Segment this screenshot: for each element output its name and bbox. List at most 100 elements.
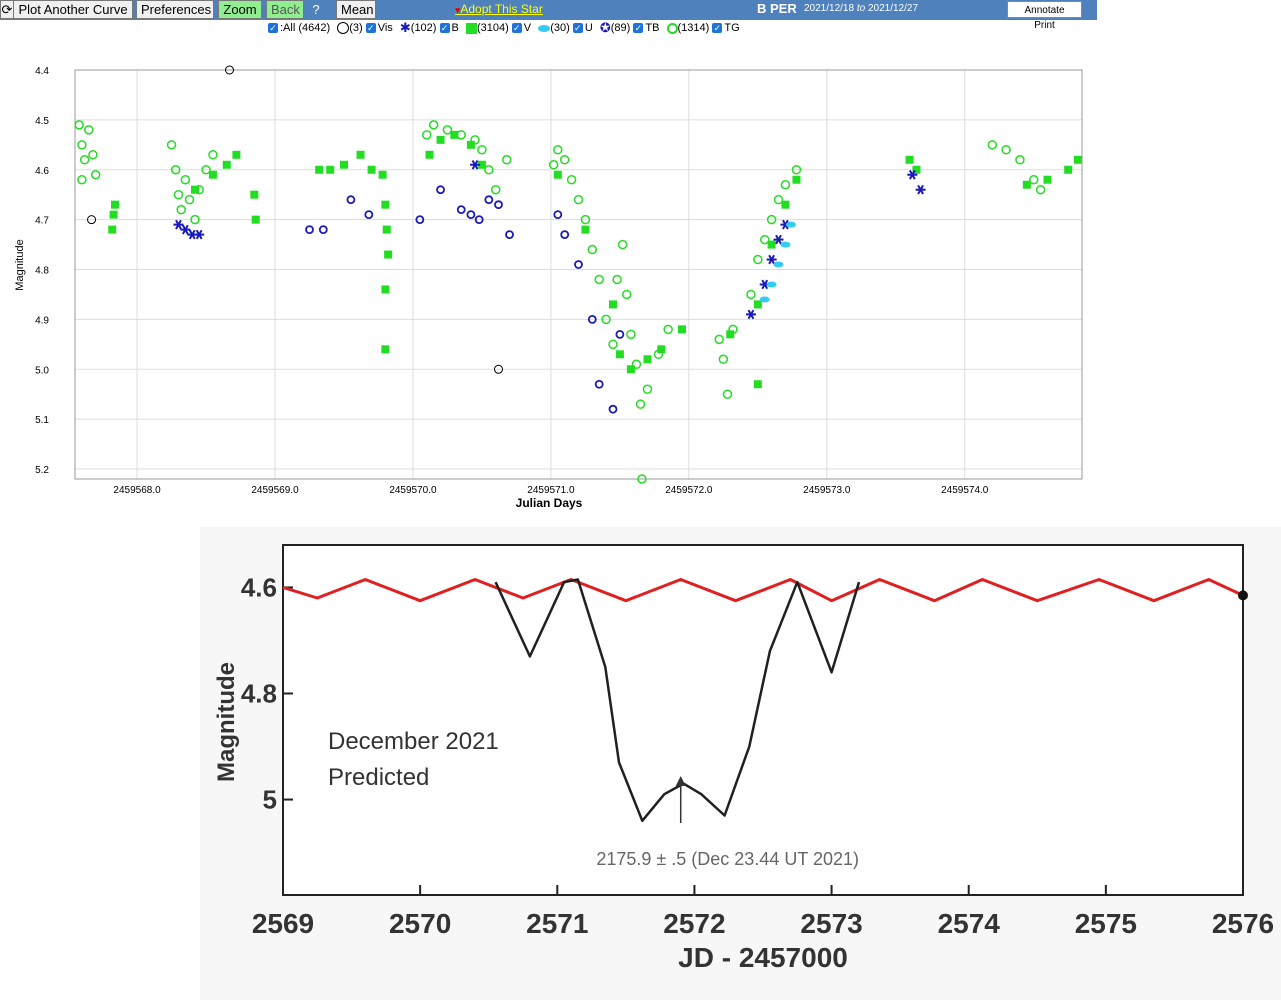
point-tg xyxy=(753,254,763,265)
checkbox-tb[interactable]: ✓ xyxy=(633,23,644,33)
point-v xyxy=(378,170,387,179)
curve-eclipse xyxy=(494,578,861,823)
point-b xyxy=(773,234,784,245)
point-v xyxy=(581,225,590,234)
x-tick-label: 2576 xyxy=(1212,908,1274,939)
point-b xyxy=(766,254,777,265)
preferences-button[interactable]: Preferences xyxy=(136,0,214,19)
plot-another-curve-button[interactable]: Plot Another Curve xyxy=(13,0,133,19)
filled-square-icon xyxy=(465,22,477,34)
point-tb xyxy=(553,210,563,220)
point-tg xyxy=(573,194,584,205)
checkbox-vis[interactable]: ✓ xyxy=(365,23,376,33)
point-v xyxy=(222,160,231,169)
tick-labels: 2459568.0 2459569.0 2459570.0 2459571.0 2459… xyxy=(35,66,989,496)
point-v xyxy=(382,225,391,234)
point-tb xyxy=(494,200,503,210)
point-v xyxy=(251,215,260,224)
y-axis-label: Magnitude xyxy=(213,662,240,782)
point-v xyxy=(450,130,459,139)
x-tick-label: 2574 xyxy=(938,908,1001,939)
point-vis xyxy=(493,364,503,374)
point-v xyxy=(608,300,617,309)
point-tg xyxy=(77,174,87,185)
point-tg xyxy=(653,349,664,360)
x-tick-label: 2570 xyxy=(389,908,451,939)
checkbox-v[interactable]: ✓ xyxy=(511,23,522,33)
ellipse-icon xyxy=(538,24,551,32)
point-tg xyxy=(428,120,439,130)
adopt-star-link[interactable]: ♥Adopt This Star xyxy=(455,2,543,16)
point-tb xyxy=(364,210,374,220)
point-v xyxy=(381,345,390,354)
point-v xyxy=(108,225,117,234)
point-tg xyxy=(84,125,94,135)
point-tg xyxy=(190,214,200,225)
checkbox-tg[interactable]: ✓ xyxy=(712,23,723,33)
point-v xyxy=(250,190,259,199)
point-v xyxy=(232,150,241,159)
point-tb xyxy=(615,329,625,339)
point-v xyxy=(753,380,762,389)
zoom-button[interactable]: Zoom xyxy=(218,0,262,19)
point-tg xyxy=(566,174,577,185)
arrow-label: 2175.9 ± .5 (Dec 23.44 UT 2021) xyxy=(596,849,859,869)
refresh-icon[interactable]: ⟳ xyxy=(0,0,14,19)
point-v xyxy=(677,325,686,334)
y-tick-label: 4.6 xyxy=(241,572,277,602)
point-u xyxy=(773,261,784,268)
x-tick-label: 2459572.0 xyxy=(665,485,713,496)
x-tick-label: 2459569.0 xyxy=(251,485,299,496)
point-tg xyxy=(176,204,186,215)
point-tg xyxy=(663,324,673,335)
point-b xyxy=(907,169,918,180)
back-button[interactable]: Back xyxy=(266,0,304,19)
point-tg xyxy=(1035,184,1046,195)
point-v xyxy=(643,355,652,364)
point-tb xyxy=(594,379,604,389)
light-curve-chart[interactable]: 2459568.0 2459569.0 2459570.0 2459571.0 2459… xyxy=(0,40,1100,520)
point-tg xyxy=(208,150,218,160)
annotate-print-button[interactable]: Annotate Print xyxy=(1007,1,1082,31)
x-axis-label: Julian Days xyxy=(516,496,583,510)
point-tg xyxy=(477,145,487,155)
point-tg xyxy=(626,329,636,340)
checkbox-b[interactable]: ✓ xyxy=(439,23,450,33)
checkbox-u[interactable]: ✓ xyxy=(572,23,583,33)
checkbox-all[interactable]: ✓ xyxy=(268,23,278,33)
point-v xyxy=(1022,180,1031,189)
point-tg xyxy=(718,354,729,365)
point-tg xyxy=(180,174,191,185)
point-v xyxy=(315,165,324,174)
point-v xyxy=(339,160,348,169)
date-range: 2021/12/18 to 2021/12/27 xyxy=(804,3,919,14)
x-tick-label: 2575 xyxy=(1075,908,1137,939)
x-tick-label: 2459574.0 xyxy=(941,485,989,496)
point-tg xyxy=(773,194,784,205)
point-tb xyxy=(587,314,597,324)
open-star-icon: ✪ xyxy=(599,20,611,35)
point-tg xyxy=(77,140,87,150)
point-tg xyxy=(456,130,466,140)
mean-button[interactable]: Mean xyxy=(336,0,376,19)
point-tg xyxy=(442,125,453,135)
point-tg xyxy=(173,189,184,200)
y-tick-label: 4.8 xyxy=(35,266,49,277)
point-v xyxy=(436,135,445,144)
point-tg xyxy=(559,155,570,165)
y-axis-label: Magnitude xyxy=(14,239,26,290)
point-tg xyxy=(79,155,90,165)
point-tg xyxy=(1001,145,1011,155)
point-tg xyxy=(608,339,618,350)
legend: ✓:All (4642) (3) ✓ Vis ✱(102) ✓ B (3104) ✓… xyxy=(268,20,740,35)
help-button[interactable]: ? xyxy=(308,0,324,19)
point-tb xyxy=(305,225,314,235)
point-tg xyxy=(470,135,480,145)
x-tick-label: 2459573.0 xyxy=(803,485,851,496)
point-tg xyxy=(766,214,777,225)
point-tg xyxy=(722,389,733,399)
y-tick-label: 4.8 xyxy=(241,678,277,708)
point-v xyxy=(781,200,790,209)
prediction-note-line1: December 2021 xyxy=(328,728,499,755)
point-tb xyxy=(505,230,514,239)
